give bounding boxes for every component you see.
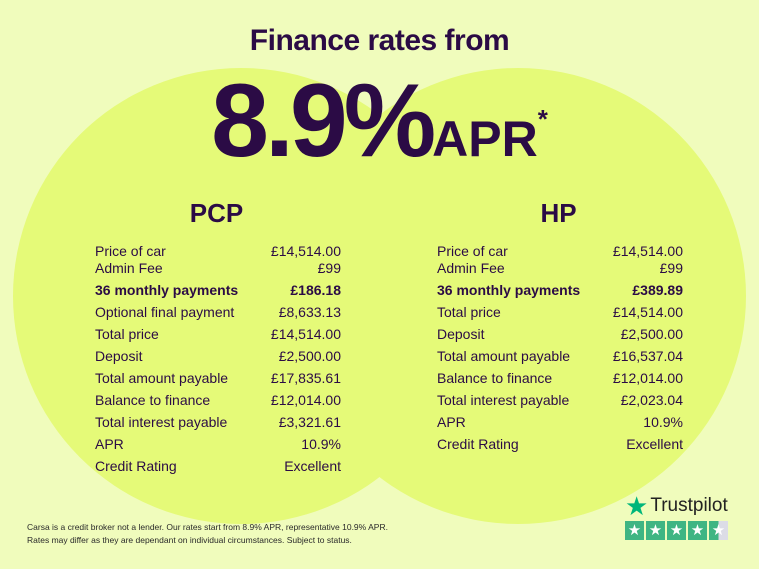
table-row: 36 monthly payments £389.89	[437, 282, 683, 299]
row-label: Total amount payable	[437, 348, 571, 364]
row-label: Total amount payable	[95, 370, 229, 386]
disclaimer-line: Carsa is a credit broker not a lender. O…	[27, 522, 388, 532]
rate-value: 8.9%	[211, 63, 436, 179]
row-label: 36 monthly payments	[95, 282, 239, 298]
star-icon: ★	[688, 521, 707, 540]
table-row: Total price £14,514.00	[437, 304, 683, 321]
rate-suffix: APR	[432, 111, 538, 167]
row-value: £186.18	[290, 282, 341, 298]
row-label: 36 monthly payments	[437, 282, 581, 298]
row-value: £14,514.00	[270, 326, 341, 342]
pcp-table: PCP Price of car £14,514.00 Admin Fee £99 36 …	[95, 198, 341, 475]
row-label: Optional final payment	[95, 304, 235, 320]
trustpilot-badge[interactable]: ★ Trustpilot ★ ★ ★ ★ ★	[625, 491, 728, 540]
row-label: Price of car	[95, 243, 166, 259]
table-row: Admin Fee £99	[95, 260, 341, 277]
table-row: Credit Rating Excellent	[95, 458, 341, 475]
table-row: Total price £14,514.00	[95, 326, 341, 343]
row-value: 10.9%	[643, 414, 683, 430]
row-value: £12,014.00	[270, 392, 341, 408]
row-value: £2,500.00	[278, 348, 341, 364]
half-star-icon: ★	[709, 521, 728, 540]
row-value: Excellent	[626, 436, 683, 452]
row-value: £14,514.00	[612, 243, 683, 259]
table-row: Total amount payable £16,537.04	[437, 348, 683, 365]
table-row: Credit Rating Excellent	[437, 436, 683, 453]
disclaimer: Carsa is a credit broker not a lender. O…	[27, 521, 388, 546]
table-row: Optional final payment £8,633.13	[95, 304, 341, 321]
star-icon: ★	[646, 521, 665, 540]
table-row: APR 10.9%	[95, 436, 341, 453]
trustpilot-name: Trustpilot	[650, 495, 728, 516]
row-label: Deposit	[437, 326, 485, 342]
headline: Finance rates from	[249, 24, 510, 57]
row-value: £14,514.00	[612, 304, 683, 320]
table-row: Total interest payable £2,023.04	[437, 392, 683, 409]
row-label: APR	[437, 414, 466, 430]
row-label: Deposit	[95, 348, 143, 364]
row-label: Credit Rating	[95, 458, 177, 474]
row-label: Total interest payable	[437, 392, 570, 408]
star-icon: ★	[667, 521, 686, 540]
row-value: £16,537.04	[612, 348, 683, 364]
star-icon: ★	[625, 521, 644, 540]
table-row: Deposit £2,500.00	[95, 348, 341, 365]
table-row: Balance to finance £12,014.00	[95, 392, 341, 409]
asterisk: *	[537, 104, 548, 134]
rating-stars: ★ ★ ★ ★ ★	[625, 521, 728, 540]
rate-headline: 8.9%APR*	[0, 62, 759, 181]
table-row: Deposit £2,500.00	[437, 326, 683, 343]
pcp-title: PCP	[189, 198, 244, 228]
row-value: £99	[659, 260, 683, 276]
trustpilot-star-icon: ★	[625, 491, 649, 521]
row-value: £2,023.04	[620, 392, 683, 408]
row-value: £3,321.61	[278, 414, 341, 430]
row-value: £14,514.00	[270, 243, 341, 259]
table-row: Price of car £14,514.00	[95, 243, 341, 260]
row-label: Balance to finance	[437, 370, 553, 386]
row-label: Balance to finance	[95, 392, 211, 408]
table-row: Price of car £14,514.00	[437, 243, 683, 260]
row-label: Total price	[95, 326, 159, 342]
row-value: £12,014.00	[612, 370, 683, 386]
row-label: Admin Fee	[95, 260, 163, 276]
disclaimer-line: Rates may differ as they are dependant o…	[27, 534, 352, 545]
row-value: 10.9%	[301, 436, 341, 452]
table-row: Total interest payable £3,321.61	[95, 414, 341, 431]
row-value: £17,835.61	[270, 370, 341, 386]
row-value: £2,500.00	[620, 326, 683, 342]
table-row: Balance to finance £12,014.00	[437, 370, 683, 387]
row-value: £8,633.13	[278, 304, 341, 320]
decorative-circle-right	[290, 68, 746, 524]
row-value: Excellent	[284, 458, 341, 474]
row-value: £99	[317, 260, 341, 276]
hp-table: HP Price of car £14,514.00 Admin Fee £99 36 m…	[437, 198, 683, 453]
table-row: Admin Fee £99	[437, 260, 683, 277]
row-label: Admin Fee	[437, 260, 505, 276]
row-label: Price of car	[437, 243, 508, 259]
hp-title: HP	[540, 198, 577, 228]
table-row: Total amount payable £17,835.61	[95, 370, 341, 387]
row-label: Credit Rating	[437, 436, 519, 452]
row-value: £389.89	[632, 282, 683, 298]
table-row: APR 10.9%	[437, 414, 683, 431]
table-row: 36 monthly payments £186.18	[95, 282, 341, 299]
row-label: Total interest payable	[95, 414, 228, 430]
row-label: APR	[95, 436, 124, 452]
row-label: Total price	[437, 304, 501, 320]
